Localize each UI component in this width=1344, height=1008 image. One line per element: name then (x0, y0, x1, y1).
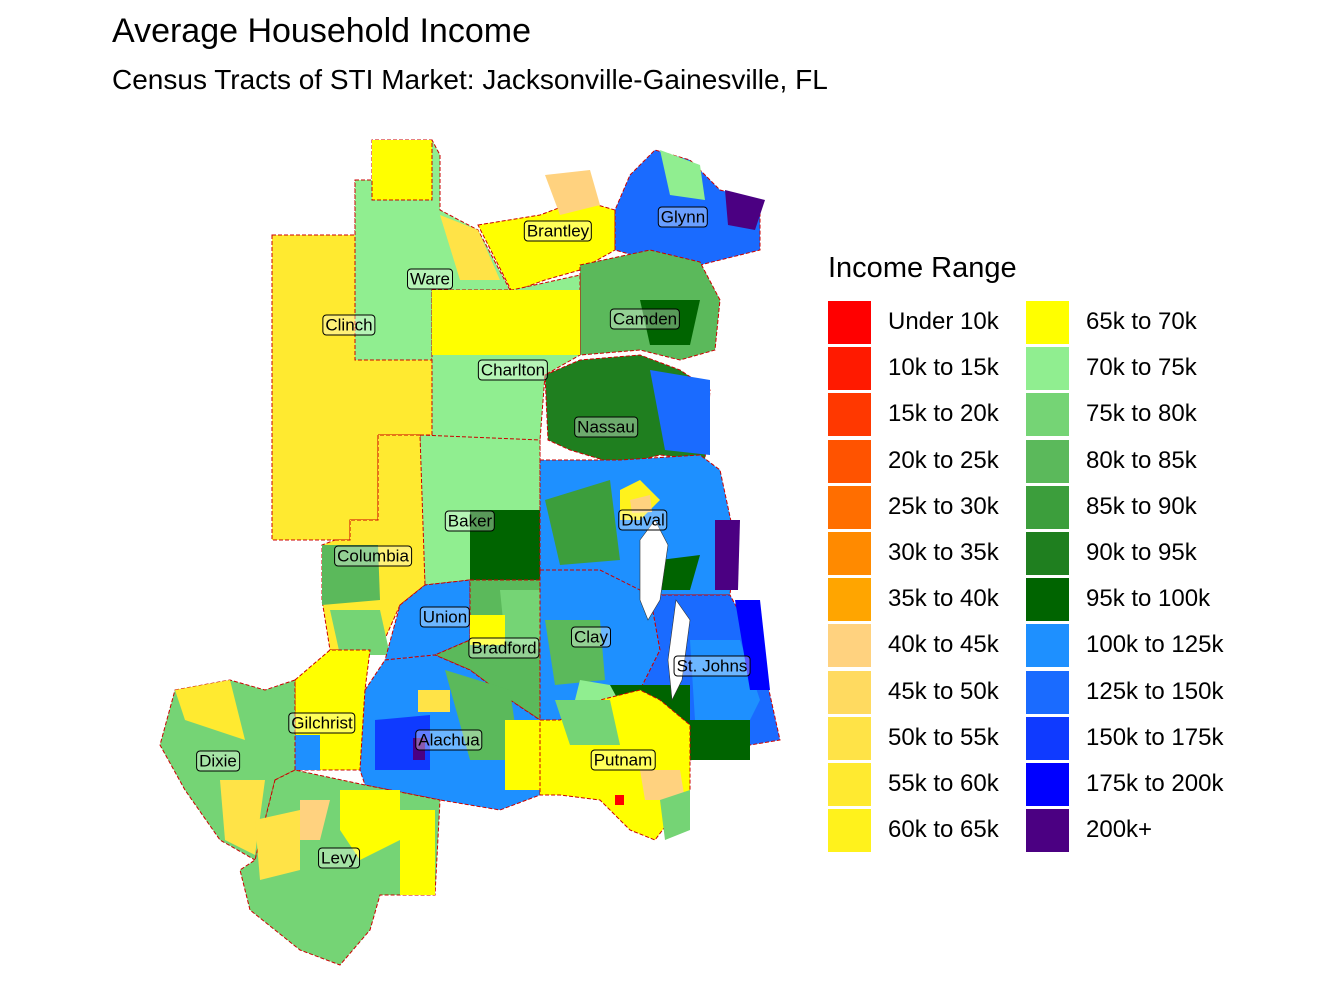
tract-under-10k (615, 795, 624, 805)
county-label-clay: Clay (570, 626, 612, 648)
legend-label: 70k to 75k (1086, 354, 1197, 382)
legend-swatch (828, 393, 871, 437)
legend-label: 80k to 85k (1086, 446, 1197, 474)
county-label-clinch: Clinch (322, 314, 376, 336)
legend-label: 15k to 20k (888, 400, 999, 428)
legend-label: 45k to 50k (888, 677, 999, 705)
legend-swatch (1026, 762, 1069, 806)
legend-swatch (828, 301, 871, 344)
legend-label: 175k to 200k (1086, 769, 1224, 797)
legend-swatch (1026, 393, 1069, 437)
legend-swatch (828, 485, 871, 529)
legend-swatch (1026, 624, 1069, 668)
legend-swatch (1026, 347, 1069, 391)
chart-subtitle: Census Tracts of STI Market: Jacksonvill… (112, 64, 828, 95)
legend-label: 60k to 65k (888, 816, 999, 844)
county-label-putnam: Putnam (590, 749, 656, 771)
legend-label: 25k to 30k (888, 492, 999, 520)
legend-label: 125k to 150k (1086, 677, 1224, 705)
county-label-union: Union (419, 606, 471, 628)
legend-label: 95k to 100k (1086, 585, 1211, 613)
legend-label: 20k to 25k (888, 446, 999, 474)
legend-swatch (1026, 531, 1069, 575)
map-region-georgia (271, 139, 765, 541)
legend-label: 40k to 45k (888, 631, 999, 659)
legend-label: 30k to 35k (888, 538, 999, 566)
legend-label: 90k to 95k (1086, 538, 1197, 566)
legend-swatch (1026, 716, 1069, 760)
county-shape-glynn (614, 149, 761, 266)
county-label-bradford: Bradford (468, 637, 540, 659)
legend-label: 100k to 125k (1086, 631, 1224, 659)
legend-swatch (828, 531, 871, 575)
county-label-duval: Duval (618, 509, 668, 531)
legend-label: 200k+ (1086, 816, 1153, 844)
legend-label: Under 10k (888, 308, 999, 335)
legend-swatch (1026, 670, 1069, 714)
legend-label: 75k to 80k (1086, 400, 1197, 428)
county-label-columbia: Columbia (334, 545, 412, 567)
county-label-st-johns: St. Johns (673, 655, 751, 677)
legend-swatch (828, 624, 871, 668)
legend-swatch (828, 347, 871, 391)
legend-swatch (1026, 301, 1069, 344)
legend-label: 55k to 60k (888, 769, 999, 797)
county-label-nassau: Nassau (574, 416, 638, 438)
county-label-camden: Camden (609, 308, 681, 330)
legend-swatch (1026, 485, 1069, 529)
legend-label: 150k to 175k (1086, 723, 1224, 751)
county-label-gilchrist: Gilchrist (288, 712, 356, 734)
county-label-baker: Baker (444, 510, 496, 532)
legend-swatch (828, 716, 871, 760)
legend-swatch (1026, 809, 1069, 853)
legend-swatch (1026, 439, 1069, 483)
legend-swatch (828, 809, 871, 853)
legend-label: 50k to 55k (888, 723, 999, 751)
chart-title: Average Household Income (112, 12, 531, 50)
legend-swatch (1026, 578, 1069, 622)
county-label-charlton: Charlton (477, 359, 549, 381)
county-label-levy: Levy (318, 847, 360, 869)
county-label-ware: Ware (407, 268, 453, 290)
legend-swatch (828, 670, 871, 714)
county-label-alachua: Alachua (415, 729, 483, 751)
legend-swatch (828, 762, 871, 806)
legend-swatch (828, 439, 871, 483)
county-label-dixie: Dixie (196, 750, 240, 772)
legend-label: 35k to 40k (888, 585, 999, 613)
county-label-brantley: Brantley (523, 220, 593, 242)
county-label-glynn: Glynn (657, 206, 709, 228)
legend-title: Income Range (828, 252, 1017, 284)
legend-label: 10k to 15k (888, 354, 999, 382)
legend-label: 85k to 90k (1086, 492, 1197, 520)
legend-swatch (828, 578, 871, 622)
legend-label: 65k to 70k (1086, 308, 1197, 335)
